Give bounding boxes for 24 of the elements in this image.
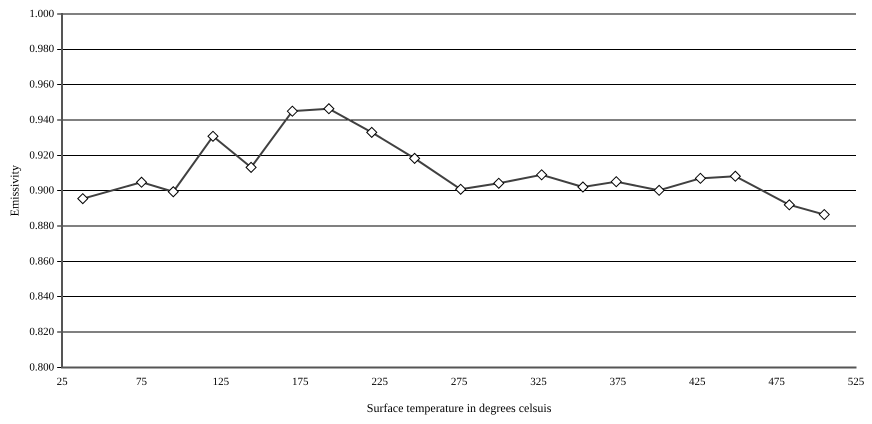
- x-tick-label: 425: [688, 376, 706, 388]
- y-tick-label: 0.960: [29, 78, 55, 91]
- x-axis-title: Surface temperature in degrees celsuis: [366, 400, 552, 415]
- x-tick-label: 175: [292, 376, 310, 388]
- y-tick-label: 0.880: [29, 220, 55, 232]
- y-tick-label: 0.800: [29, 361, 55, 374]
- y-tick-label: 0.980: [29, 43, 55, 56]
- x-tick-label: 525: [848, 376, 865, 388]
- x-tick-label: 275: [450, 376, 468, 388]
- x-tick-label: 25: [56, 376, 68, 388]
- y-tick-label: 0.940: [29, 114, 55, 126]
- x-tick-label: 475: [768, 376, 786, 388]
- x-tick-label: 375: [610, 376, 627, 388]
- x-tick-label: 325: [530, 376, 548, 388]
- y-tick-label: 0.860: [29, 255, 55, 268]
- y-tick-label: 0.820: [29, 326, 55, 338]
- y-axis-title: Emissivity: [7, 165, 22, 216]
- y-tick-label: 0.840: [29, 290, 55, 303]
- y-tick-label: 1.000: [29, 8, 55, 20]
- y-tick-label: 0.920: [29, 149, 55, 162]
- x-tick-label: 125: [212, 376, 230, 388]
- x-tick-label: 225: [371, 376, 388, 388]
- y-tick-label: 0.900: [29, 184, 55, 197]
- x-tick-label: 75: [136, 376, 148, 388]
